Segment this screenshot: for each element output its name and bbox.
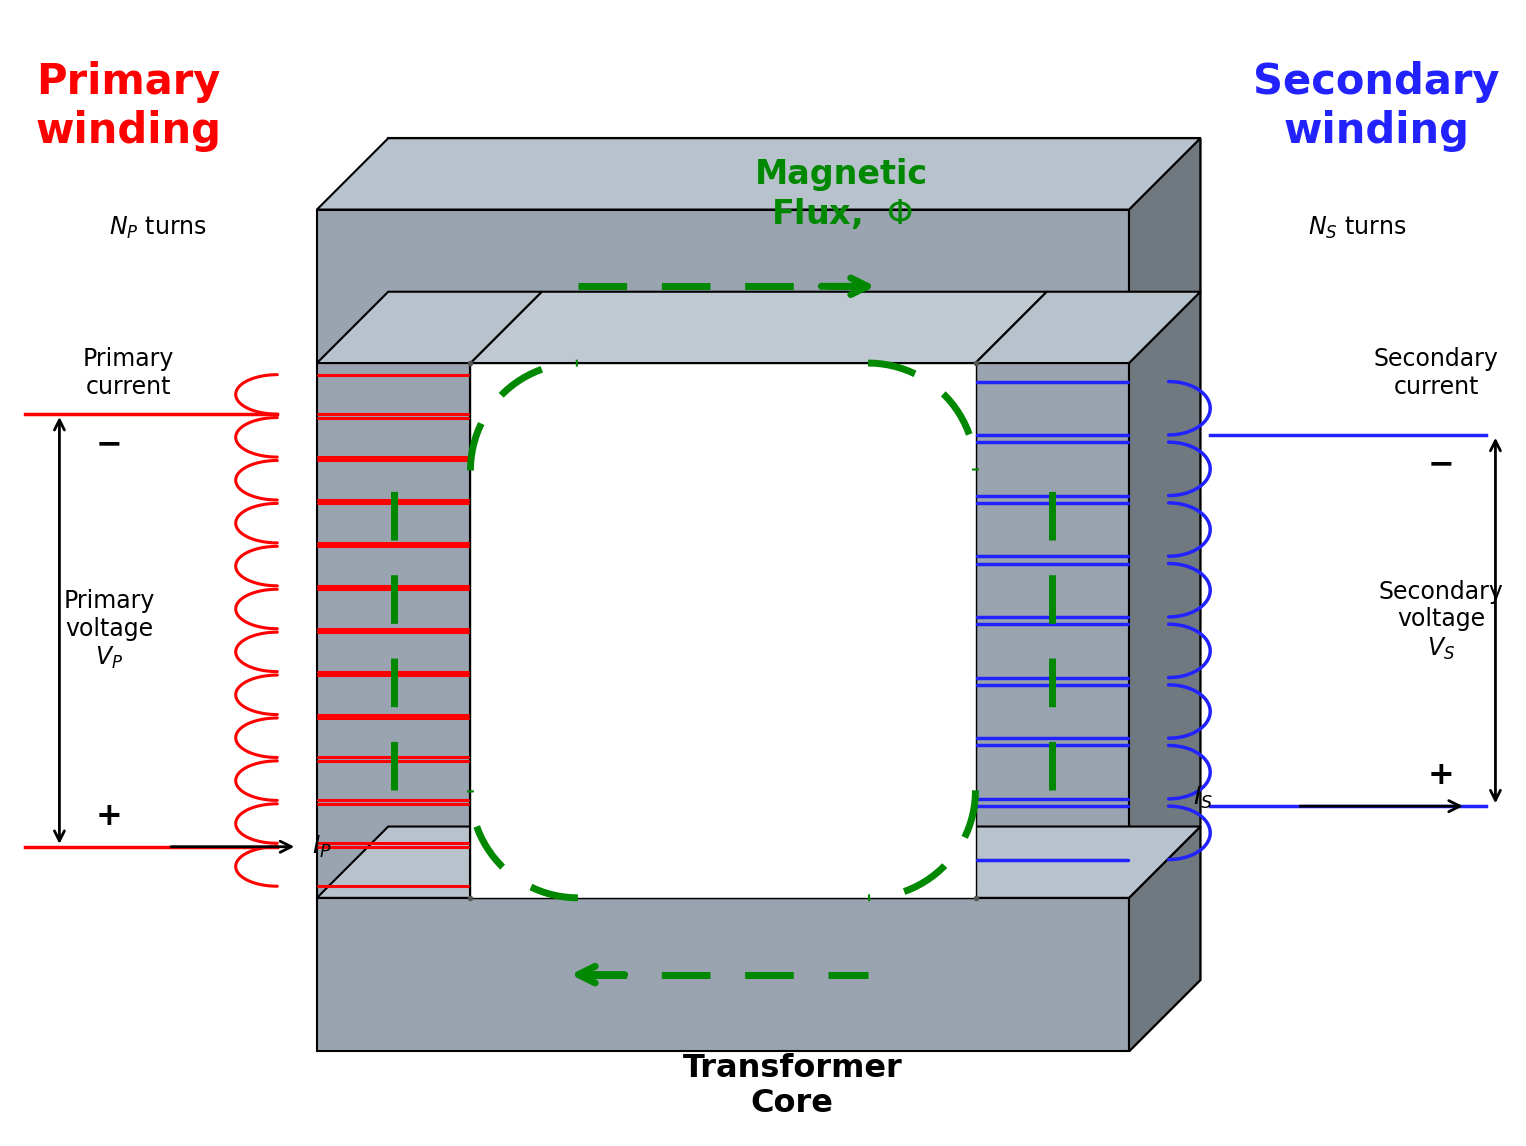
Polygon shape bbox=[1047, 292, 1201, 826]
Text: +: + bbox=[96, 801, 122, 832]
Polygon shape bbox=[975, 292, 1047, 897]
Polygon shape bbox=[317, 292, 542, 363]
Polygon shape bbox=[1129, 292, 1201, 897]
Polygon shape bbox=[1129, 292, 1201, 897]
Text: Primary
winding: Primary winding bbox=[35, 61, 221, 151]
Text: Primary
current: Primary current bbox=[82, 347, 174, 399]
Polygon shape bbox=[317, 826, 1201, 897]
Polygon shape bbox=[317, 210, 1129, 363]
Text: $I_P$: $I_P$ bbox=[311, 833, 331, 860]
Text: $N_S$ turns: $N_S$ turns bbox=[1308, 214, 1405, 241]
Polygon shape bbox=[1129, 139, 1201, 363]
Text: $I_S$: $I_S$ bbox=[1193, 785, 1213, 811]
Text: −: − bbox=[96, 429, 122, 460]
Polygon shape bbox=[388, 139, 1201, 292]
Polygon shape bbox=[975, 363, 1129, 897]
Polygon shape bbox=[1129, 826, 1201, 1051]
Text: Magnetic
Flux,  $\Phi$: Magnetic Flux, $\Phi$ bbox=[755, 158, 928, 231]
Polygon shape bbox=[470, 292, 542, 897]
Text: Secondary
current: Secondary current bbox=[1373, 347, 1499, 399]
Polygon shape bbox=[1129, 826, 1201, 1051]
Polygon shape bbox=[542, 292, 1047, 826]
Text: −: − bbox=[1427, 449, 1454, 481]
Polygon shape bbox=[317, 897, 1129, 1051]
Polygon shape bbox=[317, 363, 470, 897]
Text: Secondary
winding: Secondary winding bbox=[1253, 61, 1500, 151]
Polygon shape bbox=[470, 292, 1047, 363]
Polygon shape bbox=[388, 292, 542, 826]
Text: $N_P$ turns: $N_P$ turns bbox=[110, 214, 208, 241]
Text: Secondary
voltage
$V_S$: Secondary voltage $V_S$ bbox=[1378, 580, 1503, 661]
Polygon shape bbox=[470, 292, 542, 897]
Polygon shape bbox=[1129, 139, 1201, 363]
Polygon shape bbox=[470, 363, 975, 897]
Text: Primary
voltage
$V_P$: Primary voltage $V_P$ bbox=[63, 589, 154, 672]
Text: Transformer
Core: Transformer Core bbox=[682, 1053, 902, 1120]
Polygon shape bbox=[317, 139, 1201, 210]
Polygon shape bbox=[388, 826, 1201, 980]
Polygon shape bbox=[975, 292, 1201, 363]
Text: +: + bbox=[1428, 760, 1454, 791]
Polygon shape bbox=[470, 363, 975, 897]
